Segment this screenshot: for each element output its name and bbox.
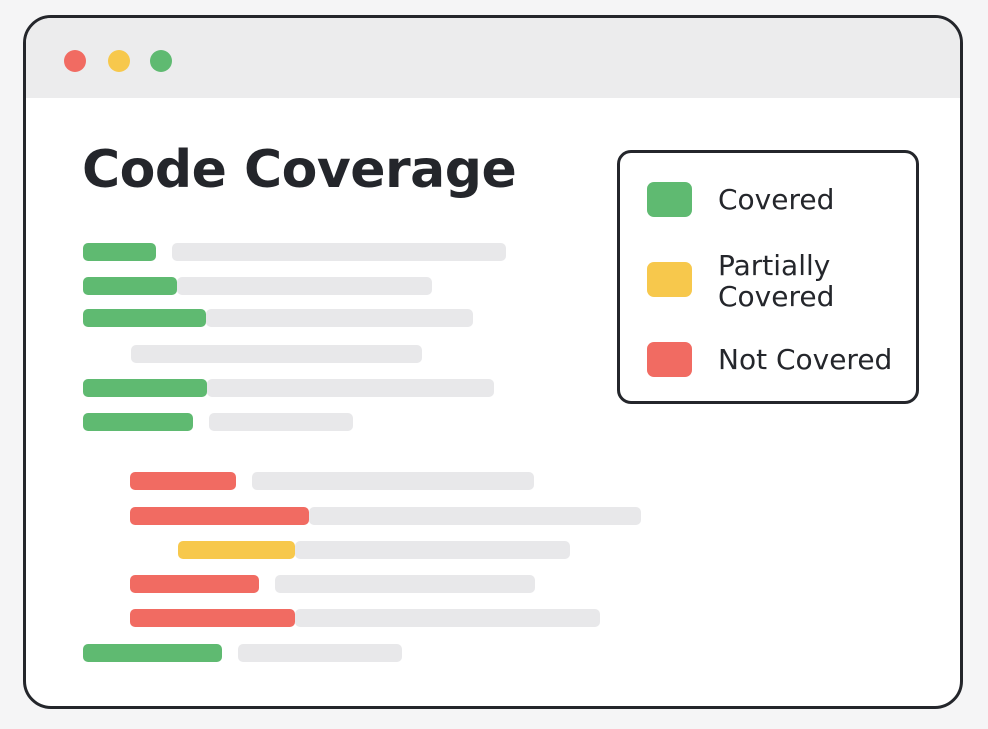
browser-window: Code Coverage Covered Partially Covered … — [23, 15, 963, 709]
code-text-bar — [206, 309, 473, 327]
not-covered-coverage-bar — [130, 609, 295, 627]
covered-coverage-bar — [83, 379, 207, 397]
covered-coverage-bar — [83, 644, 222, 662]
code-text-bar — [295, 609, 600, 627]
code-text-bar — [295, 541, 570, 559]
page-title: Code Coverage — [82, 140, 517, 200]
code-coverage-lines — [26, 18, 960, 706]
code-text-bar — [172, 243, 506, 261]
legend-label-covered: Covered — [718, 183, 835, 216]
partial-coverage-bar — [178, 541, 295, 559]
code-text-bar — [131, 345, 422, 363]
code-text-bar — [238, 644, 402, 662]
not-covered-swatch — [647, 342, 692, 377]
covered-coverage-bar — [83, 309, 206, 327]
maximize-window-button[interactable] — [150, 50, 172, 72]
not-covered-coverage-bar — [130, 472, 236, 490]
code-text-bar — [177, 277, 432, 295]
code-text-bar — [275, 575, 535, 593]
not-covered-coverage-bar — [130, 575, 259, 593]
code-text-bar — [207, 379, 494, 397]
legend-label-not-covered: Not Covered — [718, 343, 893, 376]
partially-covered-swatch — [647, 262, 692, 297]
not-covered-coverage-bar — [130, 507, 309, 525]
covered-coverage-bar — [83, 413, 193, 431]
coverage-legend: Covered Partially Covered Not Covered — [617, 150, 919, 404]
window-title-bar — [26, 18, 960, 98]
legend-label-partially-covered: Partially Covered — [718, 249, 835, 313]
covered-swatch — [647, 182, 692, 217]
code-text-bar — [252, 472, 534, 490]
covered-coverage-bar — [83, 277, 177, 295]
code-text-bar — [309, 507, 641, 525]
minimize-window-button[interactable] — [108, 50, 130, 72]
covered-coverage-bar — [83, 243, 156, 261]
code-text-bar — [209, 413, 353, 431]
close-window-button[interactable] — [64, 50, 86, 72]
